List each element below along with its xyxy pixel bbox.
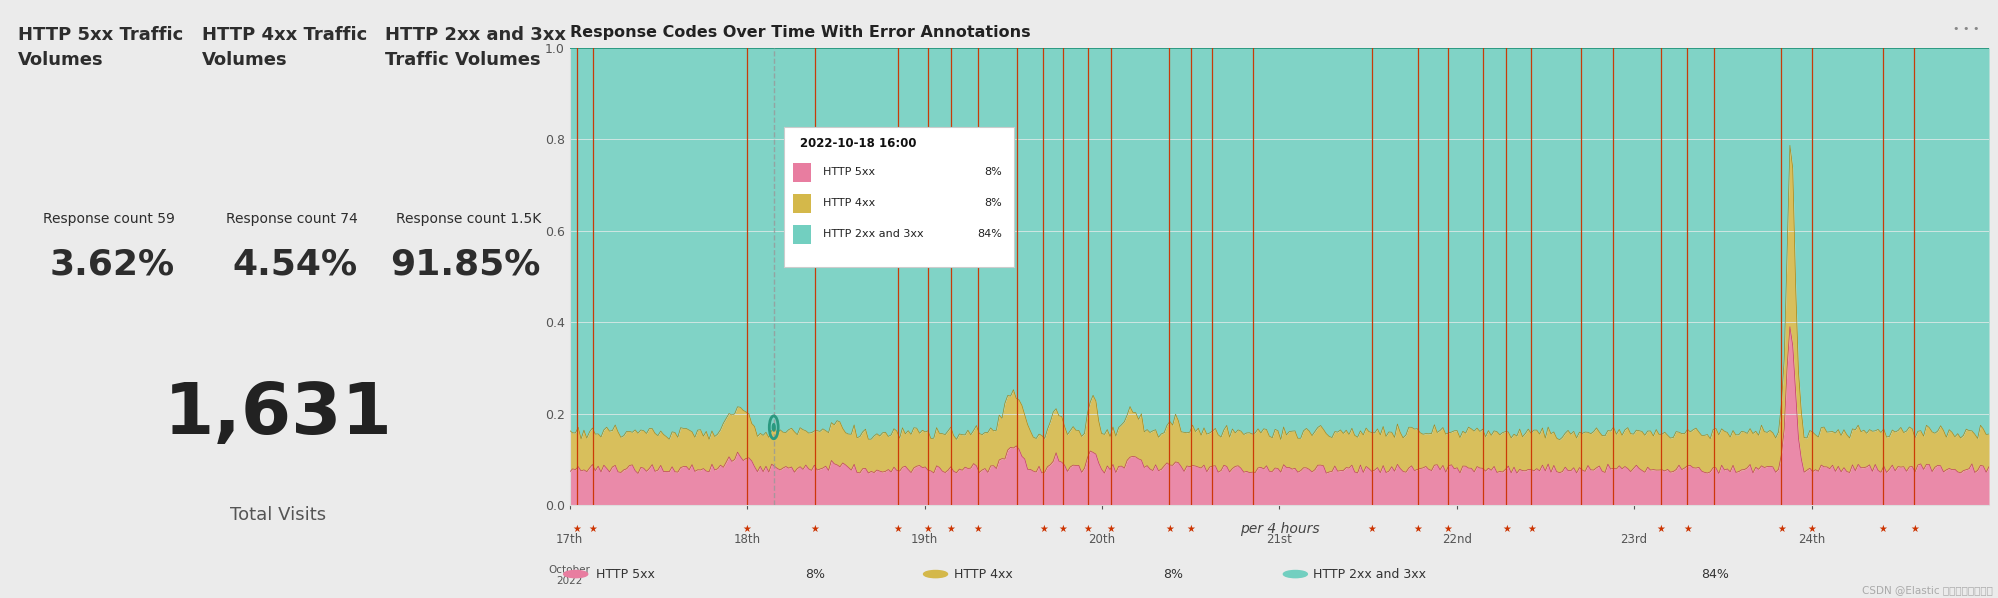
Text: ★: ★ [1165,524,1173,533]
Text: 22nd: 22nd [1441,533,1471,546]
Text: HTTP 5xx Traffic
Volumes: HTTP 5xx Traffic Volumes [18,26,184,69]
Text: ★: ★ [809,524,819,533]
Text: ★: ★ [1806,524,1814,533]
Text: ★: ★ [587,524,597,533]
Text: HTTP 5xx: HTTP 5xx [595,568,653,581]
Text: ★: ★ [743,524,751,533]
Text: ★: ★ [1185,524,1195,533]
Text: HTTP 2xx and 3xx: HTTP 2xx and 3xx [1313,568,1427,581]
Text: ★: ★ [1526,524,1534,533]
Text: 23rd: 23rd [1620,533,1646,546]
Text: • • •: • • • [1952,24,1978,34]
Text: HTTP 2xx and 3xx
Traffic Volumes: HTTP 2xx and 3xx Traffic Volumes [386,26,565,69]
Text: 19th: 19th [911,533,937,546]
Text: ★: ★ [947,524,955,533]
Text: 3.62%: 3.62% [50,248,174,282]
Text: 8%: 8% [1163,568,1183,581]
Text: ★: ★ [973,524,981,533]
Text: ★: ★ [1039,524,1047,533]
Text: HTTP 4xx Traffic
Volumes: HTTP 4xx Traffic Volumes [202,26,368,69]
Text: 84%: 84% [977,228,1001,239]
Text: Total Visits: Total Visits [230,506,326,524]
Text: 20th: 20th [1087,533,1115,546]
Text: ★: ★ [1500,524,1510,533]
Circle shape [771,423,775,431]
Text: HTTP 5xx: HTTP 5xx [823,167,875,177]
Text: Response count 1.5K: Response count 1.5K [396,212,541,226]
Text: HTTP 2xx and 3xx: HTTP 2xx and 3xx [823,228,923,239]
Bar [793,194,811,213]
Text: CSDN @Elastic 中国社区官方博客: CSDN @Elastic 中国社区官方博客 [1862,585,1992,595]
Text: ★: ★ [893,524,901,533]
Text: 8%: 8% [805,568,825,581]
Text: 4.54%: 4.54% [232,248,358,282]
Text: October
2022: October 2022 [549,565,589,587]
Text: ★: ★ [1878,524,1886,533]
Text: ★: ★ [1105,524,1115,533]
Text: Response Codes Over Time With Error Annotations: Response Codes Over Time With Error Anno… [569,25,1029,39]
Text: ★: ★ [1083,524,1091,533]
Text: 21st: 21st [1267,533,1291,546]
Text: per 4 hours: per 4 hours [1239,522,1319,536]
Text: ★: ★ [923,524,931,533]
Text: HTTP 4xx: HTTP 4xx [823,198,875,208]
Text: ★: ★ [1910,524,1918,533]
Text: 91.85%: 91.85% [390,248,541,282]
Text: 18th: 18th [733,533,761,546]
Text: 2022-10-18 16:00: 2022-10-18 16:00 [799,137,915,150]
Text: 8%: 8% [983,198,1001,208]
Bar [793,225,811,243]
Text: ★: ★ [571,524,581,533]
Text: ★: ★ [1443,524,1453,533]
Text: 17th: 17th [555,533,583,546]
Text: 84%: 84% [1700,568,1728,581]
Text: 1,631: 1,631 [164,380,392,449]
Text: HTTP 4xx: HTTP 4xx [953,568,1011,581]
Text: 8%: 8% [983,167,1001,177]
Text: Response count 74: Response count 74 [226,212,358,226]
Bar [793,163,811,182]
Text: ★: ★ [1413,524,1421,533]
Text: Response count 59: Response count 59 [42,212,174,226]
Text: ★: ★ [1656,524,1664,533]
Text: ★: ★ [1776,524,1784,533]
Text: ★: ★ [1367,524,1375,533]
Text: 24th: 24th [1796,533,1824,546]
Text: ★: ★ [1682,524,1690,533]
Text: ★: ★ [1059,524,1067,533]
